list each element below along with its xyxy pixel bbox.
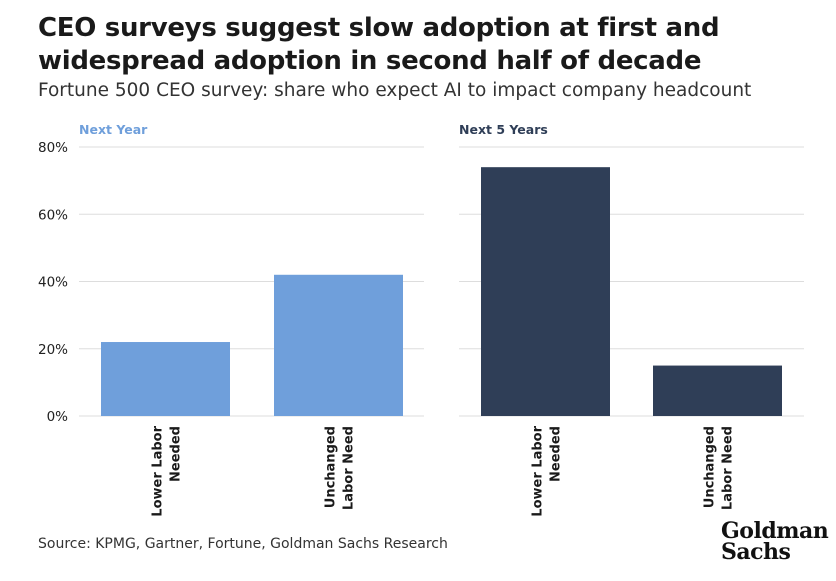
y-tick-label: 20% (38, 342, 68, 358)
logo-line-1: Goldman (721, 518, 829, 544)
panel-title: Next 5 Years (459, 122, 548, 137)
source-note: Source: KPMG, Gartner, Fortune, Goldman … (38, 536, 448, 552)
logo-line-2: Sachs (721, 539, 791, 565)
x-category-label: Lower Labor Needed (151, 425, 184, 516)
bar (481, 167, 610, 416)
y-tick-label: 80% (38, 140, 68, 156)
bar (101, 342, 230, 416)
x-category-label: Lower Labor Needed (531, 425, 564, 516)
goldman-sachs-logo: Goldman Sachs (721, 518, 831, 565)
x-category-label: Unchanged Labor Need (703, 426, 736, 510)
y-tick-label: 40% (38, 275, 68, 291)
y-tick-label: 0% (47, 409, 69, 425)
x-category-label: Unchanged Labor Need (324, 426, 357, 510)
chart-title: CEO surveys suggest slow adoption at fir… (38, 13, 720, 76)
y-tick-label: 60% (38, 207, 68, 223)
bar (653, 365, 782, 416)
bar (274, 274, 403, 416)
chart-subtitle: Fortune 500 CEO survey: share who expect… (38, 80, 752, 101)
panel-title: Next Year (79, 122, 148, 137)
